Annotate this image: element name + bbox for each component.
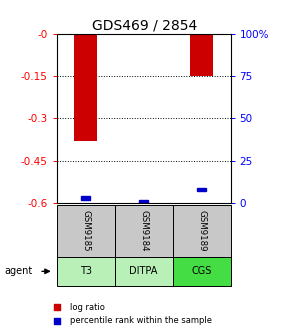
Bar [197, 188, 206, 192]
Text: GSM9184: GSM9184 [139, 210, 148, 252]
Bar [190, 34, 213, 76]
Text: agent: agent [4, 266, 32, 276]
Text: CGS: CGS [191, 266, 212, 276]
Bar [139, 200, 148, 203]
Point [54, 305, 59, 310]
Bar [81, 197, 90, 200]
Text: GSM9185: GSM9185 [81, 210, 90, 252]
Text: percentile rank within the sample: percentile rank within the sample [70, 317, 212, 325]
Text: GDS469 / 2854: GDS469 / 2854 [93, 18, 197, 33]
Text: DITPA: DITPA [129, 266, 158, 276]
Text: GSM9189: GSM9189 [197, 210, 206, 252]
Text: T3: T3 [79, 266, 92, 276]
Text: log ratio: log ratio [70, 303, 104, 312]
Point [54, 318, 59, 324]
Bar [74, 34, 97, 141]
